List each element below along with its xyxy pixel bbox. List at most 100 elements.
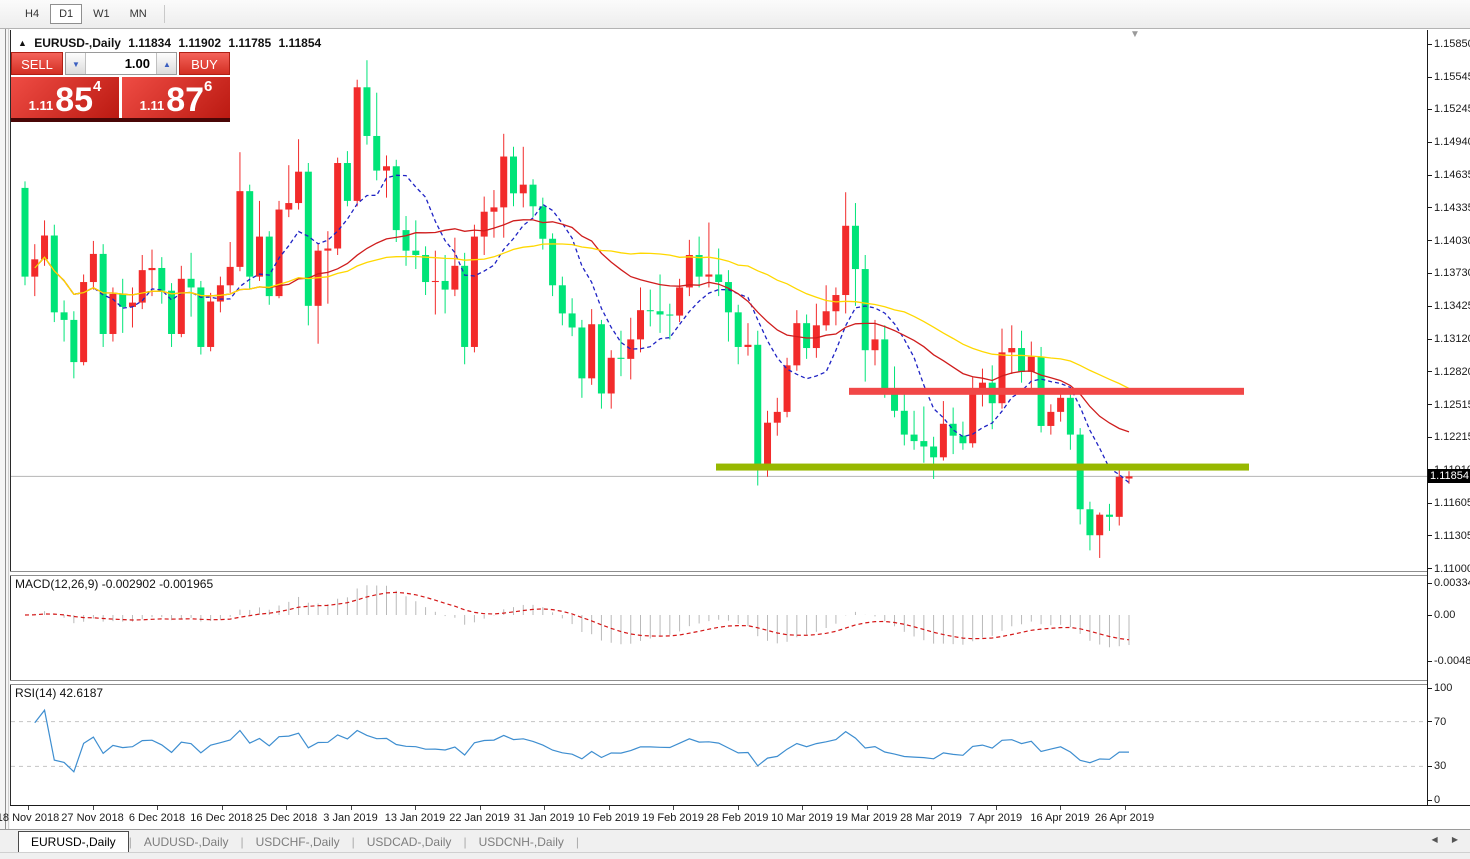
axis-tick xyxy=(1428,338,1432,340)
macd-pane-splitter[interactable] xyxy=(10,571,1470,576)
rsi-indicator-label: RSI(14) 42.6187 xyxy=(15,686,104,700)
chart-tab-usdchf[interactable]: USDCHF-,Daily xyxy=(255,835,340,849)
date-label: 28 Mar 2019 xyxy=(900,812,962,824)
axis-label: 1.14635 xyxy=(1434,169,1470,182)
axis-label: 1.11000 xyxy=(1434,562,1470,575)
time-axis-tick xyxy=(92,806,94,810)
date-label: 19 Feb 2019 xyxy=(642,812,704,824)
date-label: 3 Jan 2019 xyxy=(323,812,378,824)
rsi-pane xyxy=(11,708,1428,773)
axis-tick xyxy=(1428,207,1432,209)
axis-tick xyxy=(1428,272,1432,274)
timeframe-tab-mn[interactable]: MN xyxy=(129,8,147,20)
chart-shift-marker-icon[interactable]: ▼ xyxy=(1130,29,1140,40)
chart-canvas[interactable] xyxy=(10,30,1428,805)
timeframe-tab-d1[interactable]: D1 xyxy=(50,4,83,24)
time-axis-tick xyxy=(995,806,997,810)
date-label: 6 Dec 2018 xyxy=(128,812,186,824)
axis-tick xyxy=(1428,660,1432,662)
axis-label: 1.12820 xyxy=(1434,365,1470,378)
ma-8-line xyxy=(34,174,1130,484)
axis-label: 100 xyxy=(1434,682,1453,694)
price-direction-up-icon: ▲ xyxy=(18,38,27,48)
time-axis-tick xyxy=(931,806,932,810)
axis-tick xyxy=(1428,76,1432,78)
rsi-pane-splitter[interactable] xyxy=(10,680,1470,685)
chart-tab-eurusd[interactable]: EURUSD-,Daily xyxy=(18,831,129,852)
time-axis-border xyxy=(10,805,1470,806)
axis-tick xyxy=(1428,614,1432,616)
volume-decrease-icon[interactable]: ▼ xyxy=(66,53,86,74)
time-axis-tick xyxy=(673,806,674,810)
status-strip xyxy=(0,852,1470,859)
macd-pane xyxy=(24,585,1130,648)
axis-label: 1.12215 xyxy=(1434,431,1470,444)
tab-separator: | xyxy=(351,835,355,849)
volume-increase-icon[interactable]: ▲ xyxy=(156,53,176,74)
chart-tab-audusd[interactable]: AUDUSD-,Daily xyxy=(143,835,229,849)
axis-label: 70 xyxy=(1434,715,1447,728)
axis-label: 0.00 xyxy=(1434,609,1456,621)
sell-button[interactable]: SELL xyxy=(11,52,63,75)
rsi-line xyxy=(34,708,1130,773)
date-label: 22 Jan 2019 xyxy=(449,812,510,824)
toolbar-separator xyxy=(163,5,165,23)
axis-tick xyxy=(1428,687,1432,689)
buy-price-pip-digit: 6 xyxy=(204,78,213,95)
main-chart-pane xyxy=(11,60,1428,558)
volume-input[interactable] xyxy=(86,53,156,74)
date-label: 27 Nov 2018 xyxy=(61,812,124,824)
time-axis-tick xyxy=(157,806,158,810)
time-axis-tick xyxy=(866,806,868,810)
axis-label: 1.11605 xyxy=(1434,497,1470,510)
date-label: 16 Dec 2018 xyxy=(190,812,253,824)
buy-button[interactable]: BUY xyxy=(179,52,230,75)
axis-tick xyxy=(1428,721,1432,723)
time-axis-tick xyxy=(1060,806,1061,810)
date-label: 19 Mar 2019 xyxy=(835,812,898,824)
time-axis-tick xyxy=(28,806,29,810)
axis-label: 1.14335 xyxy=(1434,201,1470,214)
open-value: 1.11834 xyxy=(128,36,172,50)
date-label: 28 Feb 2019 xyxy=(706,812,769,824)
tab-scroll-arrows-icon[interactable]: ◀ ▶ xyxy=(1431,835,1464,844)
low-value: 1.11785 xyxy=(228,36,272,50)
chart-tab-bar: EURUSD-,Daily | AUDUSD-,Daily | USDCHF-,Dail… xyxy=(0,829,1470,852)
macd-indicator-label: MACD(12,26,9) -0.002902 -0.001965 xyxy=(15,577,214,591)
time-axis-tick xyxy=(737,806,739,810)
axis-tick xyxy=(1428,43,1432,45)
axis-tick xyxy=(1428,436,1432,438)
time-axis-tick xyxy=(479,806,481,810)
time-axis-tick xyxy=(544,806,545,810)
timeframe-tab-h4[interactable]: H4 xyxy=(25,8,40,20)
date-label: 18 Nov 2018 xyxy=(0,812,60,824)
ohlc-info-line: ▲ EURUSD-,Daily 1.11834 1.11902 1.11785 … xyxy=(18,36,325,50)
chart-tab-usdcnh[interactable]: USDCNH-,Daily xyxy=(478,835,564,849)
window-left-border xyxy=(0,29,10,859)
sell-price-box[interactable]: 1.11 85 4 xyxy=(11,77,119,118)
sell-price-prefix: 1.11 xyxy=(28,98,54,113)
axis-label: 1.14940 xyxy=(1434,136,1470,149)
chart-tab-usdcad[interactable]: USDCAD-,Daily xyxy=(366,835,452,849)
date-label: 7 Apr 2019 xyxy=(968,812,1023,824)
time-axis[interactable]: 18 Nov 2018 27 Nov 2018 6 Dec 2018 16 Dec 2… xyxy=(0,806,1470,828)
chart-symbol-label: EURUSD-,Daily xyxy=(34,36,121,50)
date-label: 26 Apr 2019 xyxy=(1094,812,1155,824)
time-axis-tick xyxy=(608,806,610,810)
buy-price-big-digits: 87 xyxy=(166,81,205,119)
timeframe-toolbar: H4 D1 W1 MN xyxy=(0,0,1470,29)
axis-tick xyxy=(1428,568,1432,570)
sell-price-pip-digit: 4 xyxy=(93,78,102,95)
tab-separator: | xyxy=(128,835,132,849)
timeframe-tab-w1[interactable]: W1 xyxy=(93,8,110,20)
axis-label: 1.13120 xyxy=(1434,333,1470,346)
sell-price-big-digits: 85 xyxy=(55,81,94,119)
price-axis[interactable]: 1.11854 1.15850 1.15545 1.15245 1.14940 1.14… xyxy=(1427,30,1470,806)
date-label: 13 Jan 2019 xyxy=(384,812,446,824)
date-label: 10 Mar 2019 xyxy=(771,812,833,824)
close-value: 1.11854 xyxy=(278,36,322,50)
buy-price-box[interactable]: 1.11 87 6 xyxy=(122,77,230,118)
buy-price-prefix: 1.11 xyxy=(139,98,165,113)
axis-label: 1.12515 xyxy=(1434,398,1470,411)
axis-label: 1.13425 xyxy=(1434,300,1470,313)
